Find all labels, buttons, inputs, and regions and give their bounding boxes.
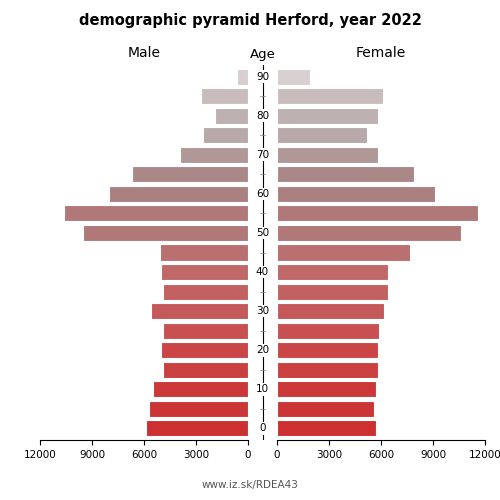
Text: 30: 30	[256, 306, 269, 316]
Bar	[151, 303, 248, 319]
Bar	[236, 68, 248, 84]
Bar	[277, 400, 374, 417]
Text: 90: 90	[256, 72, 269, 82]
Bar	[162, 264, 248, 280]
Bar	[277, 381, 376, 397]
Bar	[277, 186, 434, 202]
Bar	[277, 342, 378, 358]
Text: Age: Age	[250, 48, 276, 61]
Bar	[160, 244, 248, 260]
Bar	[277, 225, 460, 241]
Bar	[277, 244, 410, 260]
Text: www.iz.sk/RDEA43: www.iz.sk/RDEA43	[202, 480, 298, 490]
Title: Female: Female	[356, 46, 406, 60]
Bar	[84, 225, 248, 241]
Bar	[277, 322, 380, 338]
Text: 40: 40	[256, 267, 269, 277]
Bar	[277, 284, 388, 300]
Bar	[203, 128, 248, 144]
Bar	[162, 342, 248, 358]
Text: demographic pyramid Herford, year 2022: demographic pyramid Herford, year 2022	[78, 12, 422, 28]
Bar	[277, 88, 383, 104]
Text: 10: 10	[256, 384, 269, 394]
Bar	[132, 166, 248, 182]
Bar	[277, 108, 378, 124]
Bar	[163, 322, 248, 338]
Text: 60: 60	[256, 189, 269, 199]
Text: 0: 0	[259, 424, 266, 434]
Bar	[277, 68, 310, 84]
Bar	[277, 362, 378, 378]
Bar	[163, 284, 248, 300]
Bar	[215, 108, 248, 124]
Text: 50: 50	[256, 228, 269, 238]
Text: 80: 80	[256, 111, 269, 121]
Bar	[146, 420, 248, 436]
Bar	[152, 381, 248, 397]
Bar	[149, 400, 248, 417]
Bar	[110, 186, 248, 202]
Bar	[277, 166, 414, 182]
Bar	[180, 147, 248, 163]
Bar	[201, 88, 248, 104]
Bar	[277, 264, 388, 280]
Bar	[64, 206, 248, 222]
Bar	[163, 362, 248, 378]
Bar	[277, 303, 384, 319]
Bar	[277, 147, 378, 163]
Title: Male: Male	[128, 46, 160, 60]
Bar	[277, 420, 376, 436]
Bar	[277, 206, 478, 222]
Bar	[277, 128, 367, 144]
Text: 20: 20	[256, 345, 269, 355]
Text: 70: 70	[256, 150, 269, 160]
